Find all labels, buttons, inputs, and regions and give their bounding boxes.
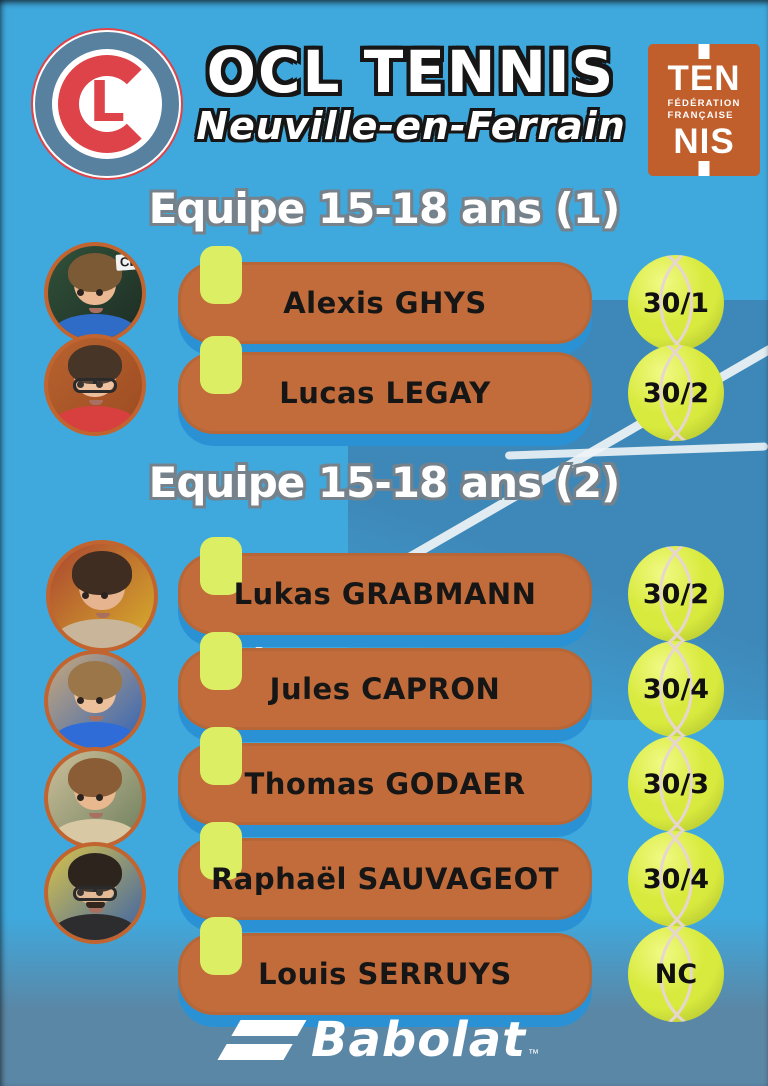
- photo-mouth: [89, 400, 104, 406]
- player-name-pill: Jules CAPRON: [178, 632, 592, 730]
- player-name-pill: Louis SERRUYS: [178, 917, 592, 1015]
- photo-shirt: [51, 721, 139, 748]
- player-name-pill: Lukas GRABMANN: [178, 537, 592, 635]
- player-name: Lukas GRABMANN: [233, 577, 537, 611]
- pill-tab-decoration: [200, 246, 242, 304]
- tennis-ball-icon: NC: [628, 926, 724, 1022]
- glasses-icon: [73, 378, 117, 393]
- player-name-pill: Alexis GHYS: [178, 246, 592, 344]
- player-row: Jules CAPRON 30/4: [0, 632, 768, 752]
- pill-tab-decoration: [200, 822, 242, 880]
- player-name: Lucas LEGAY: [279, 376, 491, 410]
- player-ranking: 30/2: [642, 578, 710, 610]
- player-photo: [44, 842, 146, 944]
- player-row: Thomas GODAER 30/3: [0, 727, 768, 849]
- player-ranking: 30/2: [642, 377, 710, 409]
- photo-sign-text: CL: [115, 253, 142, 272]
- photo-mouth: [89, 908, 104, 914]
- photo-eyes: [77, 889, 85, 897]
- photo-mouth: [95, 612, 110, 618]
- ocl-logo-letter: L: [89, 69, 125, 135]
- pill-tab-decoration: [200, 917, 242, 975]
- photo-eyes: [77, 794, 85, 802]
- glasses-icon: [73, 886, 117, 901]
- pill-tab-decoration: [200, 727, 242, 785]
- photo-eyes: [77, 381, 85, 389]
- photo-shirt: [51, 818, 139, 845]
- tennis-ball-icon: 30/2: [628, 345, 724, 441]
- player-row: Lucas LEGAY 30/2: [0, 334, 768, 441]
- player-photo: CL: [44, 242, 146, 344]
- mustache-icon: [85, 902, 106, 909]
- pill-tab-decoration: [200, 632, 242, 690]
- photo-mouth: [89, 308, 104, 314]
- player-name-pill: Thomas GODAER: [178, 727, 592, 825]
- tennis-ball-icon: 30/3: [628, 736, 724, 832]
- poster-subtitle: Neuville-en-Ferrain: [196, 103, 626, 148]
- player-photo: [44, 650, 146, 752]
- fft-federation: FÉDÉRATION FRANÇAISE: [667, 98, 741, 121]
- photo-mouth: [89, 813, 104, 819]
- photo-hair: [67, 660, 123, 701]
- player-ranking: 30/3: [642, 768, 710, 800]
- player-ranking: 30/4: [642, 673, 710, 705]
- player-row: Raphaël SAUVAGEOT 30/4: [0, 822, 768, 944]
- player-name: Jules CAPRON: [269, 672, 501, 706]
- player-name: Thomas GODAER: [244, 767, 526, 801]
- player-name: Alexis GHYS: [283, 286, 487, 320]
- player-name-pill: Raphaël SAUVAGEOT: [178, 822, 592, 920]
- tennis-ball-icon: 30/1: [628, 255, 724, 351]
- photo-hair: [67, 252, 123, 293]
- footer: Babolat ™: [0, 1012, 768, 1068]
- photo-eyes: [77, 697, 85, 705]
- player-name-pill: Lucas LEGAY: [178, 336, 592, 434]
- pill-tab-decoration: [200, 336, 242, 394]
- photo-hair: [67, 757, 123, 798]
- player-name: Raphaël SAUVAGEOT: [210, 862, 560, 896]
- player-photo: [46, 540, 158, 652]
- player-row: Lukas GRABMANN 30/2: [0, 537, 768, 652]
- photo-hair: [67, 852, 123, 893]
- header: OCL TENNIS Neuville-en-Ferrain: [176, 42, 646, 148]
- player-ranking: NC: [654, 958, 698, 990]
- babolat-stripes-icon: [217, 1020, 307, 1060]
- photo-hair: [67, 344, 123, 385]
- section-heading-team-1: Equipe 15-18 ans (1): [148, 184, 621, 233]
- photo-mouth: [89, 716, 104, 722]
- player-ranking: 30/4: [642, 863, 710, 895]
- photo-shirt: [54, 618, 150, 648]
- player-photo: [44, 747, 146, 849]
- photo-shirt: [51, 913, 139, 940]
- photo-eyes: [82, 591, 90, 599]
- babolat-logo: Babolat: [310, 1012, 527, 1068]
- fft-nis: NIS: [673, 121, 735, 161]
- player-name: Louis SERRUYS: [258, 957, 512, 991]
- player-row: CL Alexis GHYS 30/1: [0, 242, 768, 351]
- fft-ten: TEN: [667, 58, 741, 98]
- section-heading-team-2: Equipe 15-18 ans (2): [148, 458, 621, 507]
- tennis-ball-icon: 30/4: [628, 641, 724, 737]
- player-ranking: 30/1: [642, 287, 710, 319]
- trademark-symbol: ™: [528, 1048, 540, 1060]
- tennis-ball-icon: 30/4: [628, 831, 724, 927]
- photo-hair: [71, 551, 133, 595]
- player-photo: [44, 334, 146, 436]
- photo-eyes: [77, 289, 85, 297]
- tennis-ball-icon: 30/2: [628, 546, 724, 642]
- poster-title: OCL TENNIS: [206, 38, 616, 106]
- ocl-club-logo: L: [33, 30, 181, 178]
- pill-tab-decoration: [200, 537, 242, 595]
- photo-shirt: [51, 405, 139, 432]
- fft-federation-logo: TEN FÉDÉRATION FRANÇAISE NIS: [648, 44, 760, 176]
- player-row: Louis SERRUYS NC: [0, 917, 768, 1022]
